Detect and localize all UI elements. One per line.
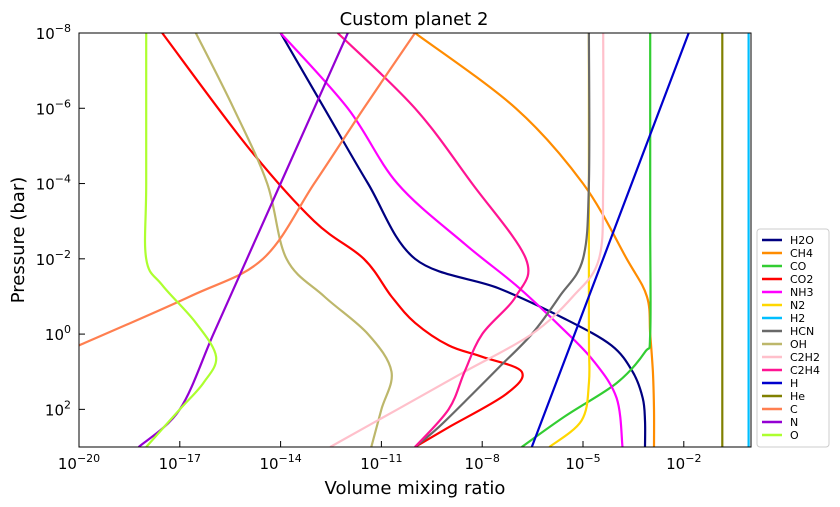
series-line-oh bbox=[194, 33, 393, 447]
legend-label: N2 bbox=[790, 299, 805, 312]
y-tick-label: 102 bbox=[45, 398, 71, 419]
series-line-c bbox=[79, 33, 416, 347]
series-line-c2h4 bbox=[336, 33, 530, 447]
chart-title: Custom planet 2 bbox=[340, 9, 489, 30]
series-layer bbox=[79, 33, 750, 447]
legend-label: CO2 bbox=[790, 273, 813, 286]
series-line-h bbox=[530, 33, 690, 447]
y-tick-label: 10−6 bbox=[36, 97, 71, 118]
series-line-h2o bbox=[279, 33, 647, 447]
legend-label: H2O bbox=[790, 234, 814, 247]
legend-box bbox=[756, 228, 830, 448]
x-tick-label: 10−20 bbox=[58, 452, 100, 473]
legend-label: O bbox=[790, 429, 799, 442]
y-tick-label: 10−4 bbox=[36, 173, 71, 194]
y-tick-label: 10−8 bbox=[36, 22, 71, 43]
legend-label: C2H2 bbox=[790, 351, 820, 364]
series-line-o bbox=[143, 33, 218, 447]
legend-item-h2o: H2O bbox=[762, 234, 814, 247]
legend-label: He bbox=[790, 390, 805, 403]
legend-item-h: H bbox=[762, 377, 798, 390]
series-line-c2h2 bbox=[329, 33, 605, 447]
legend-label: H bbox=[790, 377, 798, 390]
series-line-hcn bbox=[414, 33, 591, 447]
legend-item-h2: H2 bbox=[762, 312, 805, 325]
legend-item-o: O bbox=[762, 429, 799, 442]
series-line-co bbox=[521, 33, 652, 447]
legend-item-c: C bbox=[762, 403, 798, 416]
x-axis-title: Volume mixing ratio bbox=[325, 478, 506, 499]
legend-item-n2: N2 bbox=[762, 299, 805, 312]
series-line-co2 bbox=[161, 33, 524, 447]
x-tick-label: 10−5 bbox=[565, 452, 600, 473]
legend-label: CO bbox=[790, 260, 807, 273]
legend-item-co2: CO2 bbox=[762, 273, 813, 286]
legend-item-nh3: NH3 bbox=[762, 286, 814, 299]
legend-item-ch4: CH4 bbox=[762, 247, 813, 260]
legend-item-c2h2: C2H2 bbox=[762, 351, 820, 364]
x-tick-label: 10−8 bbox=[465, 452, 500, 473]
legend-label: OH bbox=[790, 338, 807, 351]
legend-item-he: He bbox=[762, 390, 805, 403]
legend-label: CH4 bbox=[790, 247, 813, 260]
series-line-ch4 bbox=[414, 33, 656, 447]
legend-label: NH3 bbox=[790, 286, 814, 299]
y-tick-label: 10−2 bbox=[36, 248, 71, 269]
y-tick-label: 100 bbox=[45, 323, 71, 344]
legend-item-c2h4: C2H4 bbox=[762, 364, 820, 377]
legend-label: H2 bbox=[790, 312, 805, 325]
series-line-nh3 bbox=[279, 33, 624, 447]
x-tick-label: 10−14 bbox=[259, 452, 301, 473]
legend-label: N bbox=[790, 416, 798, 429]
y-axis-title: Pressure (bar) bbox=[8, 177, 29, 303]
x-tick-label: 10−2 bbox=[666, 452, 701, 473]
legend-label: C2H4 bbox=[790, 364, 820, 377]
y-axis-ticks: 10−8 10−6 10−4 10−2 100 102 bbox=[36, 22, 85, 419]
legend-item-n: N bbox=[762, 416, 798, 429]
legend-label: C bbox=[790, 403, 798, 416]
x-tick-label: 10−11 bbox=[360, 452, 402, 473]
x-axis-ticks: 10−20 10−17 10−14 10−11 10−8 10−5 10−2 bbox=[58, 441, 701, 473]
x-tick-label: 10−17 bbox=[159, 452, 201, 473]
legend-label: HCN bbox=[790, 325, 814, 338]
plot-frame bbox=[78, 32, 752, 448]
legend-item-oh: OH bbox=[762, 338, 807, 351]
legend-item-hcn: HCN bbox=[762, 325, 814, 338]
legend-item-co: CO bbox=[762, 260, 807, 273]
